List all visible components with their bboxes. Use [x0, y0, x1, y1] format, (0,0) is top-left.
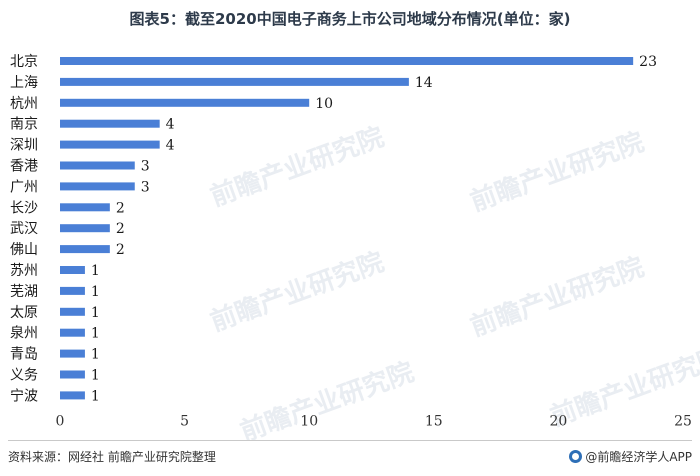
bar	[60, 286, 85, 295]
value-label: 23	[639, 54, 657, 70]
x-tick-label: 15	[425, 413, 443, 429]
watermark-text: 前瞻产业研究院	[466, 251, 648, 342]
footer-divider	[8, 440, 692, 441]
bar	[60, 391, 85, 400]
bar	[60, 266, 85, 274]
value-label: 1	[91, 368, 100, 384]
value-label: 3	[141, 159, 150, 175]
bar	[60, 57, 634, 65]
value-label: 1	[91, 263, 100, 279]
bar	[60, 370, 85, 379]
x-tick-label: 0	[56, 413, 65, 429]
bar	[60, 349, 85, 358]
bar	[60, 245, 110, 254]
value-label: 3	[141, 179, 150, 195]
bar	[60, 203, 110, 212]
category-label: 深圳	[10, 138, 38, 154]
bar	[60, 328, 85, 337]
chart-title: 图表5：截至2020中国电子商务上市公司地域分布情况(单位：家)	[129, 10, 571, 28]
category-label: 广州	[10, 179, 38, 195]
value-label: 4	[166, 138, 175, 154]
category-label: 芜湖	[10, 283, 38, 300]
value-label: 1	[91, 305, 100, 321]
value-label: 2	[116, 221, 125, 237]
source-note: 资料来源：网经社 前瞻产业研究院整理	[8, 450, 216, 464]
category-label: 佛山	[10, 242, 38, 258]
category-label: 青岛	[10, 347, 38, 363]
bar	[60, 140, 160, 149]
category-label: 南京	[10, 117, 38, 133]
x-tick-label: 5	[180, 413, 189, 429]
value-label: 4	[166, 117, 175, 133]
bar	[60, 182, 135, 191]
category-label: 宁波	[10, 387, 38, 404]
category-label: 香港	[10, 159, 38, 175]
watermark-text: 前瞻产业研究院	[206, 121, 388, 212]
value-label: 2	[116, 242, 125, 258]
bar	[60, 119, 160, 128]
bar	[60, 161, 135, 170]
bar	[60, 307, 85, 316]
category-label: 苏州	[10, 263, 38, 279]
brand-label: @前瞻经济学人APP	[585, 450, 692, 464]
value-label: 10	[315, 96, 333, 112]
category-label: 太原	[10, 305, 38, 321]
x-tick-label: 10	[300, 413, 318, 429]
bar	[60, 224, 110, 233]
watermark-text: 前瞻产业研究院	[236, 356, 418, 440]
category-label: 泉州	[10, 325, 38, 342]
x-tick-label: 20	[549, 413, 567, 429]
watermark-text: 前瞻产业研究院	[466, 126, 648, 217]
category-label: 北京	[10, 54, 38, 70]
value-label: 1	[91, 284, 100, 300]
category-label: 长沙	[10, 200, 38, 216]
brand-credit: @前瞻经济学人APP	[569, 448, 692, 465]
category-label: 义务	[10, 368, 38, 384]
bar	[60, 98, 310, 107]
x-tick-label: 25	[674, 413, 692, 429]
value-label: 14	[415, 75, 433, 91]
category-label: 杭州	[10, 96, 38, 112]
watermark-text: 前瞻产业研究院	[206, 246, 388, 337]
value-label: 1	[91, 347, 100, 363]
value-label: 1	[91, 326, 100, 342]
brand-logo-icon	[569, 450, 583, 463]
category-label: 上海	[10, 75, 38, 91]
value-label: 1	[91, 388, 100, 404]
bar	[60, 77, 409, 86]
category-label: 武汉	[10, 221, 38, 237]
value-label: 2	[116, 200, 125, 216]
